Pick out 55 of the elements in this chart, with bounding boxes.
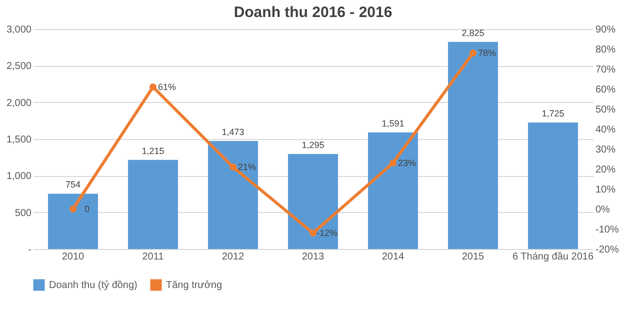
data-label: 1,591 — [382, 118, 404, 128]
x-tick-label: 2012 — [222, 252, 245, 262]
y2-tick-label: 30% — [596, 144, 616, 156]
y2-tick-label: 50% — [596, 104, 616, 116]
point — [309, 229, 317, 237]
bar — [288, 154, 338, 249]
y2-tick-label: 20% — [596, 164, 616, 176]
bar — [208, 140, 258, 249]
data-label: 61% — [158, 82, 176, 92]
y-tick-label: 500 — [14, 208, 32, 219]
bar — [368, 132, 418, 249]
y2-tick-label: -20% — [596, 244, 619, 256]
y-tick-label: 2,500 — [6, 61, 32, 72]
bar — [128, 160, 178, 249]
point — [469, 49, 477, 57]
bar — [528, 122, 578, 249]
x-tick-label: 2011 — [142, 252, 164, 262]
data-label: 1,215 — [142, 146, 164, 156]
data-label: 23% — [398, 158, 416, 168]
data-label: 21% — [238, 162, 256, 172]
data-label: 2,825 — [462, 28, 484, 38]
y-tick-label: - — [28, 244, 32, 256]
chart-title: Doanh thu 2016 - 2016 — [234, 4, 392, 21]
y2-tick-label: 80% — [596, 44, 616, 56]
point — [69, 205, 77, 213]
legend-label: Doanh thu (tỷ đồng) — [49, 280, 138, 291]
x-tick-label: 2015 — [462, 252, 485, 262]
y2-tick-label: -10% — [596, 224, 619, 236]
x-tick-label: 2013 — [302, 252, 325, 262]
x-tick-label: 6 Tháng đầu 2016 — [512, 252, 594, 262]
y2-tick-label: 60% — [596, 84, 616, 96]
y2-tick-label: 70% — [596, 64, 616, 76]
data-label: 1,295 — [302, 140, 324, 150]
y-tick-label: 3,000 — [6, 24, 32, 36]
y-tick-label: 1,500 — [6, 134, 32, 146]
x-tick-label: 2014 — [382, 252, 405, 262]
data-label: 0 — [84, 204, 90, 214]
y2-tick-label: 40% — [596, 124, 616, 136]
y2-tick-label: 90% — [596, 24, 616, 36]
point — [149, 83, 157, 91]
bar — [448, 42, 498, 249]
legend-label: Tăng trưởng — [166, 280, 222, 291]
y-tick-label: 1,000 — [6, 171, 32, 182]
x-tick-label: 2010 — [62, 252, 85, 262]
point — [389, 159, 397, 167]
data-label: 754 — [65, 180, 81, 190]
data-label: 1,473 — [222, 126, 244, 137]
y-tick-label: 2,000 — [6, 98, 32, 109]
data-label: 1,725 — [542, 108, 564, 118]
bar — [48, 194, 98, 249]
y2-tick-label: 0% — [596, 204, 610, 216]
point — [229, 163, 237, 171]
data-label: -12% — [316, 228, 338, 238]
data-label: 78% — [478, 48, 496, 58]
y2-tick-label: 10% — [596, 184, 616, 196]
